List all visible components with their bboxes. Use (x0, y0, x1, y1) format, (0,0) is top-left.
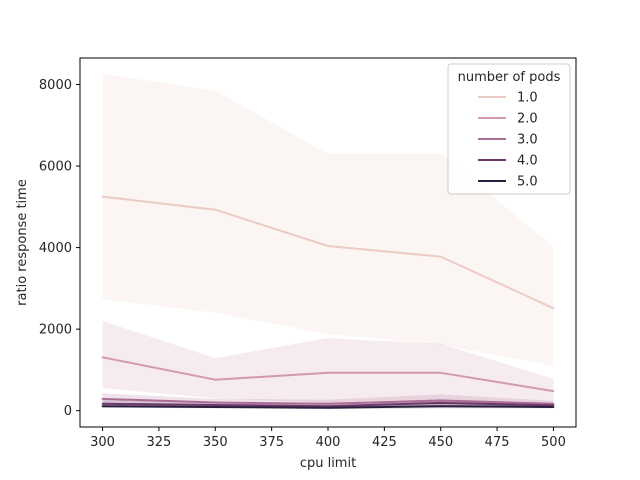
y-tick-label: 4000 (39, 241, 72, 256)
data-point (552, 404, 555, 407)
series-lines (101, 195, 555, 409)
y-tick-label: 2000 (39, 323, 72, 338)
data-point (327, 245, 329, 247)
y-axis-label: ratio response time (15, 179, 30, 306)
data-point (214, 404, 217, 406)
data-point (552, 406, 555, 408)
legend-label: 4.0 (517, 154, 538, 169)
ci-band-1 (102, 73, 554, 366)
data-point (552, 307, 555, 310)
data-point (439, 399, 442, 402)
y-tick-label: 8000 (39, 78, 72, 93)
x-tick-label: 350 (203, 435, 228, 450)
data-point (327, 406, 329, 409)
data-point (214, 401, 217, 404)
legend-items: 1.0 2.0 3.0 4.0 5.0 (478, 91, 538, 190)
data-point (214, 208, 217, 211)
legend-title: number of pods (458, 70, 561, 85)
x-tick-label: 475 (485, 435, 510, 450)
data-point (552, 402, 555, 405)
data-point (101, 356, 104, 359)
x-tick-label: 375 (259, 435, 284, 450)
data-point (327, 371, 329, 374)
x-tick-label: 425 (372, 435, 397, 450)
data-point (214, 378, 217, 381)
data-point (101, 402, 104, 405)
ci-band-2 (102, 321, 554, 403)
y-tick-label: 6000 (39, 160, 72, 175)
data-point (101, 405, 104, 408)
data-point (439, 405, 442, 408)
legend-label: 5.0 (517, 175, 538, 190)
x-tick-label: 400 (316, 435, 341, 450)
legend-label: 3.0 (517, 133, 538, 148)
data-point (101, 398, 104, 400)
data-point (327, 405, 329, 408)
data-point (214, 406, 217, 408)
data-point (552, 390, 555, 392)
x-tick-label: 500 (541, 435, 566, 450)
y-tick-label: 0 (64, 404, 72, 419)
data-point (101, 195, 104, 198)
legend-label: 1.0 (517, 91, 538, 106)
x-axis-label: cpu limit (300, 456, 356, 471)
data-point (439, 371, 442, 374)
data-point (327, 402, 329, 405)
legend-label: 2.0 (517, 112, 538, 127)
x-tick-label: 325 (146, 435, 171, 450)
legend: number of pods 1.0 2.0 3.0 4.0 5.0 (447, 63, 571, 195)
data-point (439, 402, 442, 404)
x-tick-label: 300 (90, 435, 115, 450)
axes: 300 325 350 375 400 425 450 475 500 0 2000 4000 6000… (39, 57, 577, 450)
x-tick-label: 450 (428, 435, 453, 450)
data-point (439, 255, 442, 258)
